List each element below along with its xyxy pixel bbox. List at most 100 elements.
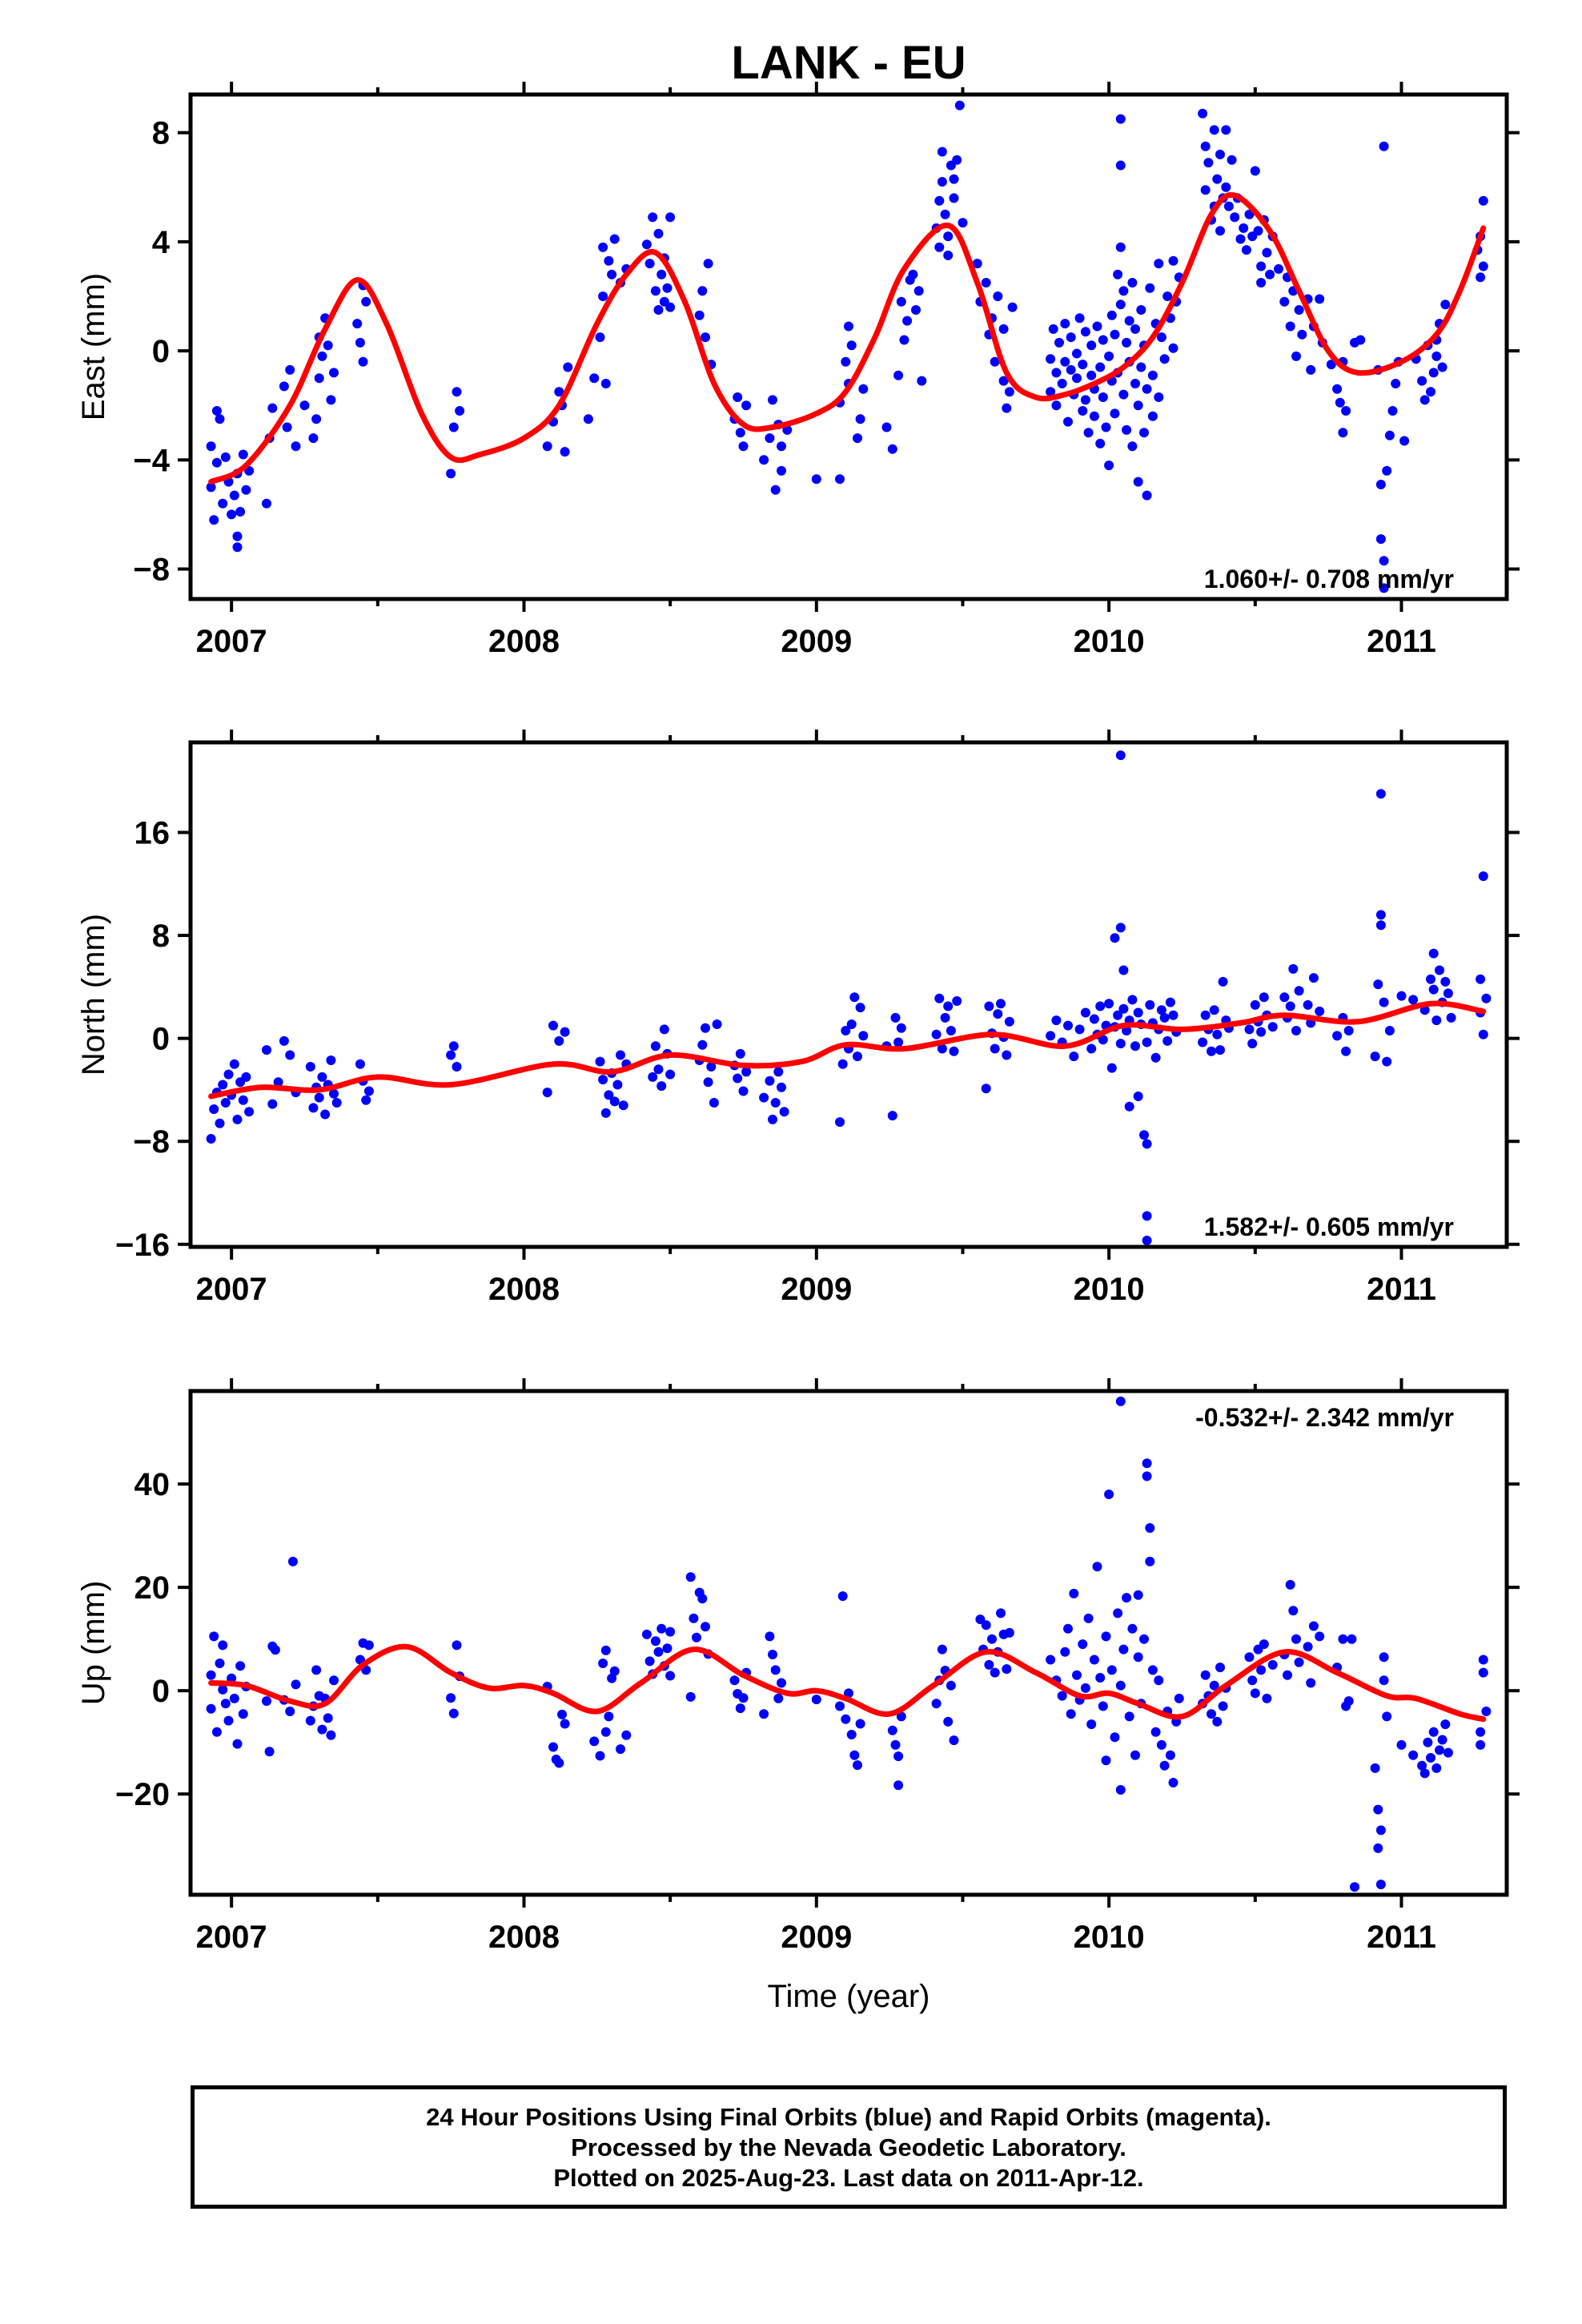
data-point [1315,294,1325,304]
data-point [1115,160,1126,171]
data-point [1130,1750,1140,1760]
data-point [211,1727,222,1737]
data-point [1150,1727,1161,1737]
data-point [1115,300,1126,310]
data-point [765,433,775,444]
data-point [1101,1755,1111,1766]
data-point [1046,1655,1056,1665]
data-point [1004,387,1014,397]
data-point [604,255,614,266]
data-point [1478,195,1488,206]
y-tick-label: −16 [115,1228,170,1263]
data-point [1375,910,1386,920]
data-point [998,324,1009,334]
data-point [557,1709,567,1719]
data-point [940,209,950,219]
data-point [662,283,673,293]
data-point [1294,1657,1304,1667]
data-point [1375,534,1386,545]
data-point [1279,992,1290,1003]
data-point [993,1009,1003,1019]
data-point [1428,368,1439,378]
x-tick-label: 2008 [488,624,560,659]
data-point [1165,997,1175,1007]
data-points [206,750,1492,1245]
data-point [299,400,310,411]
data-point [1227,155,1237,165]
data-point [1259,992,1269,1003]
data-point [665,1671,676,1681]
data-point [1478,871,1488,882]
y-tick-label: 8 [152,919,170,954]
data-point [1115,1680,1126,1691]
plot-frame [188,1389,1509,1897]
data-point [887,1725,897,1735]
data-point [314,373,324,384]
data-point [1113,269,1123,279]
data-point [1256,1027,1267,1037]
data-point [317,1724,327,1735]
data-point [1110,408,1120,419]
data-point [765,1631,775,1642]
data-point [1417,1760,1427,1771]
data-point [811,474,821,485]
plot-frame [188,92,1509,601]
y-tick-label: 0 [152,334,170,369]
panel-north: 2007 2008 2009 2010 2011 −16 −8 0 8 16 North (mm) 1… [76,730,1520,1307]
data-point [1288,963,1299,974]
data-point [1060,1647,1070,1657]
data-point [1165,1750,1175,1760]
data-point [846,1019,857,1029]
data-point [949,193,959,203]
data-point [1279,296,1290,307]
data-point [1198,108,1208,119]
data-point [1074,313,1085,324]
chart-title: LANK - EU [731,37,966,89]
data-points [206,100,1488,593]
data-point [1247,1675,1258,1686]
data-point [267,403,278,413]
data-point [741,400,752,411]
data-point [1423,1737,1433,1747]
data-point [1212,1716,1223,1727]
data-point [1435,1745,1444,1755]
data-point [1476,974,1486,984]
data-point [616,1744,625,1755]
data-point [209,515,219,525]
data-point [990,356,1000,367]
data-point [1089,411,1099,421]
data-point [1212,1029,1223,1039]
data-point [1478,1667,1488,1678]
data-point [600,1645,611,1655]
data-point [361,296,371,307]
data-point [741,1067,752,1077]
data-point [896,1023,906,1033]
data-point [311,414,322,424]
data-point [1338,428,1348,438]
data-point [1078,406,1088,416]
data-point [855,414,865,424]
y-tick-label: 16 [135,816,171,851]
data-point [229,1059,239,1069]
data-point [1440,976,1451,987]
data-point [1002,403,1012,413]
data-point [311,1665,322,1675]
data-point [1379,556,1389,566]
data-point [1142,490,1152,501]
data-point [1212,174,1223,184]
data-point [227,509,237,520]
data-point [890,1739,901,1750]
data-point [1375,1880,1386,1890]
data-point [323,1713,333,1723]
data-point [943,231,954,242]
panel-up: 2007 2008 2009 2010 2011 −20 0 20 40 Up (mm) Time … [76,1378,1520,2014]
data-point [1080,327,1090,337]
data-point [694,310,705,320]
data-point [1239,223,1249,233]
data-point [600,1108,611,1118]
data-point [1118,1003,1129,1014]
data-point [220,452,231,462]
rate-label: 1.060+/- 0.708 mm/yr [1204,565,1454,593]
data-point [1101,1631,1111,1642]
y-tick-label: 4 [152,225,171,260]
